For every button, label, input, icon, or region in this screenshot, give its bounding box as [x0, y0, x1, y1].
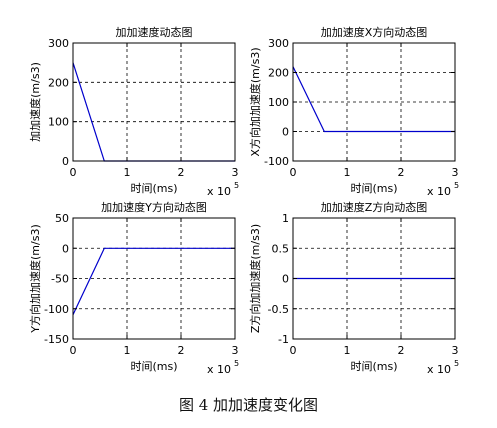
- y-tick-label: -0.5: [268, 303, 289, 316]
- y-tick-label: 100: [48, 116, 69, 129]
- x-exponent-base: x 10: [207, 363, 231, 376]
- x-exponent-power: 5: [234, 181, 239, 190]
- x-axis-label: 时间(ms): [130, 360, 177, 373]
- y-tick-label: -1: [278, 333, 289, 346]
- x-tick-label: 1: [344, 344, 351, 357]
- y-tick-label: 1: [282, 212, 289, 225]
- x-tick-label: 3: [232, 344, 239, 357]
- x-exponent-power: 5: [454, 359, 459, 368]
- y-tick-label: 0.5: [272, 242, 290, 255]
- chart-title: 加加速度Y方向动态图: [101, 200, 207, 214]
- x-axis-label: 时间(ms): [350, 182, 397, 195]
- x-tick-label: 0: [290, 166, 297, 179]
- chart-panel-2: 0 1 2 3-1000100200300加加速度X方向动态图时间(ms)X方向加加速…: [248, 25, 459, 198]
- x-tick-label: 0: [70, 344, 77, 357]
- chart-title: 加加速度Z方向动态图: [321, 200, 428, 214]
- x-tick-label: 2: [178, 166, 185, 179]
- x-axis-label: 时间(ms): [350, 360, 397, 373]
- y-tick-label: -50: [51, 273, 69, 286]
- y-tick-label: 100: [268, 96, 289, 109]
- series-line: [72, 247, 235, 316]
- y-tick-label: 200: [48, 76, 69, 89]
- y-tick-label: 0: [62, 242, 69, 255]
- x-tick-label: 3: [452, 344, 459, 357]
- x-tick-label: 1: [344, 166, 351, 179]
- chart-title: 加加速度动态图: [116, 25, 193, 39]
- y-tick-label: -100: [44, 303, 69, 316]
- x-axis-label: 时间(ms): [130, 182, 177, 195]
- y-tick-label: 300: [48, 37, 69, 50]
- x-tick-label: 0: [290, 344, 297, 357]
- y-axis-label: 加加速度(m/s3): [28, 62, 42, 142]
- y-axis-label: Z方向加加速度(m/s3): [248, 224, 262, 333]
- x-tick-label: 2: [178, 344, 185, 357]
- x-tick-label: 2: [398, 344, 405, 357]
- x-exponent-base: x 10: [207, 185, 231, 198]
- y-tick-label: -150: [44, 333, 69, 346]
- y-tick-label: 0: [282, 273, 289, 286]
- y-tick-label: 0: [282, 126, 289, 139]
- plot-area: [73, 43, 235, 161]
- x-tick-label: 1: [124, 344, 131, 357]
- x-tick-label: 2: [398, 166, 405, 179]
- x-exponent-base: x 10: [427, 185, 451, 198]
- x-exponent-base: x 10: [427, 363, 451, 376]
- series-line: [292, 66, 455, 133]
- figure-caption: 图 4 加加速度变化图: [178, 396, 319, 414]
- y-tick-label: 300: [268, 37, 289, 50]
- y-tick-label: 0: [62, 155, 69, 168]
- x-tick-label: 3: [452, 166, 459, 179]
- x-tick-label: 1: [124, 166, 131, 179]
- x-exponent-power: 5: [234, 359, 239, 368]
- x-tick-label: 0: [70, 166, 77, 179]
- axes-frame: [72, 42, 236, 162]
- x-exponent-power: 5: [454, 181, 459, 190]
- y-axis-label: X方向加加速度(m/s3): [248, 47, 262, 156]
- y-tick-label: 50: [55, 212, 69, 225]
- y-tick-label: 200: [268, 67, 289, 80]
- chart-title: 加加速度X方向动态图: [321, 25, 428, 39]
- y-axis-label: Y方向加加速度(m/s3): [28, 224, 42, 333]
- x-tick-label: 3: [232, 166, 239, 179]
- y-tick-label: -100: [264, 155, 289, 168]
